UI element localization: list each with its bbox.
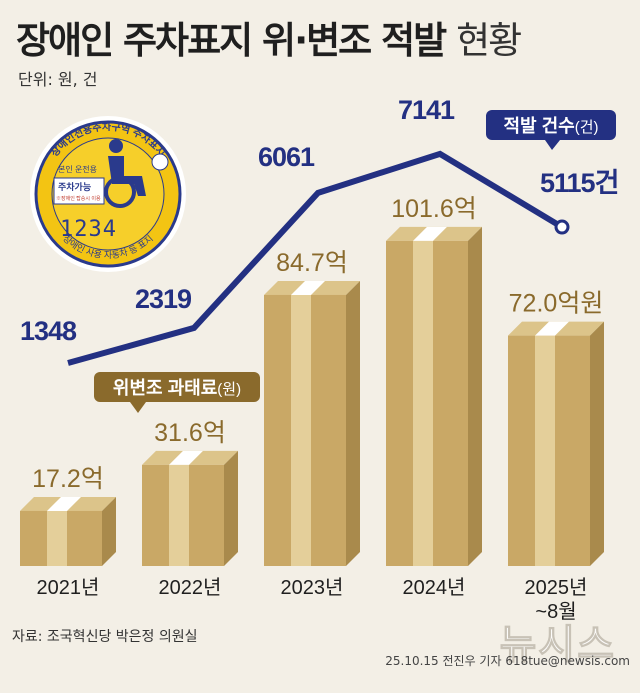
line-value-label: 5115건 [540,168,618,198]
x-tick-label: 2025년 [525,576,588,599]
bar-side [224,450,238,566]
badge-text-box [53,177,105,205]
wheelchair-wheel-icon [104,176,136,208]
legend-bar-pointer [130,402,146,413]
legend-bar-unit: (원) [217,381,241,398]
legend-bar-label: 위변조 과태료(원) [113,378,241,398]
legend-line-unit: (건) [575,119,599,136]
line-value-label: 2319 [135,284,192,314]
line-end-point [554,219,570,235]
seal-icon [151,153,169,171]
bar-value-label: 84.7억 [276,249,348,277]
bar-value-label: 31.6억 [154,419,226,447]
legend-bar-box [94,372,260,402]
bar-tape-top [413,226,447,241]
wheelchair-icon [109,139,123,153]
bar-tape [535,335,555,566]
legend-line-pointer [545,140,560,150]
page-title: 장애인 주차표지 위·변조 적발 현황 [16,10,522,64]
bar-value-label: 72.0억원 [509,290,604,318]
bar-3 [264,280,360,566]
legend-line-name: 적발 건수 [503,116,574,136]
bar-tape-top [169,450,203,465]
bar-side [346,280,360,566]
bar-4 [386,226,482,566]
legend-line-label: 적발 건수(건) [503,116,598,136]
watermark: 뉴시스 [499,622,616,669]
title-sub: 현황 [456,19,522,62]
bar-tape-top [535,321,569,336]
line-value-label: 7141 [398,95,455,125]
source-note: 자료: 조국혁신당 박은정 의원실 [12,629,198,645]
wheelchair-body-icon [108,156,146,196]
badge-line2: 주차가능 [58,181,91,192]
x-tick-label: 2022년 [159,576,222,599]
credit-line: 25.10.15 전진우 기자 618tue@newsis.com [385,654,630,668]
bar-value-label: 17.2억 [32,465,104,493]
bar-5 [508,321,604,566]
bar-tape-top [47,496,81,511]
legend-line-box [486,110,616,140]
x-tick-sublabel: ~8월 [535,600,576,623]
bar-tape [169,464,189,566]
line-value-label: 1348 [20,316,77,346]
bar-tape [47,510,67,566]
bar-tape [291,294,311,566]
badge-plate: 1234 [60,217,117,242]
bar-side [590,321,604,566]
x-tick-label: 2023년 [281,576,344,599]
bar-tape-top [291,280,325,295]
x-tick-label: 2024년 [403,576,466,599]
badge-line3: ※장애인 탑승시 이용 [56,195,101,202]
bar-value-label: 101.6억 [391,195,477,223]
badge-line1: 본인 운전용 [58,164,97,174]
bar-side [102,496,116,566]
title-main: 장애인 주차표지 위·변조 적발 [16,19,447,62]
x-tick-label: 2021년 [37,576,100,599]
legend-bar-name: 위변조 과태료 [113,378,217,398]
line-value-label: 6061 [258,142,315,172]
bar-1 [20,496,116,566]
bar-tape [413,240,433,566]
series-line [67,150,564,366]
bar-2 [142,450,238,566]
bar-side [468,226,482,566]
unit-label: 단위: 원, 건 [18,70,98,89]
